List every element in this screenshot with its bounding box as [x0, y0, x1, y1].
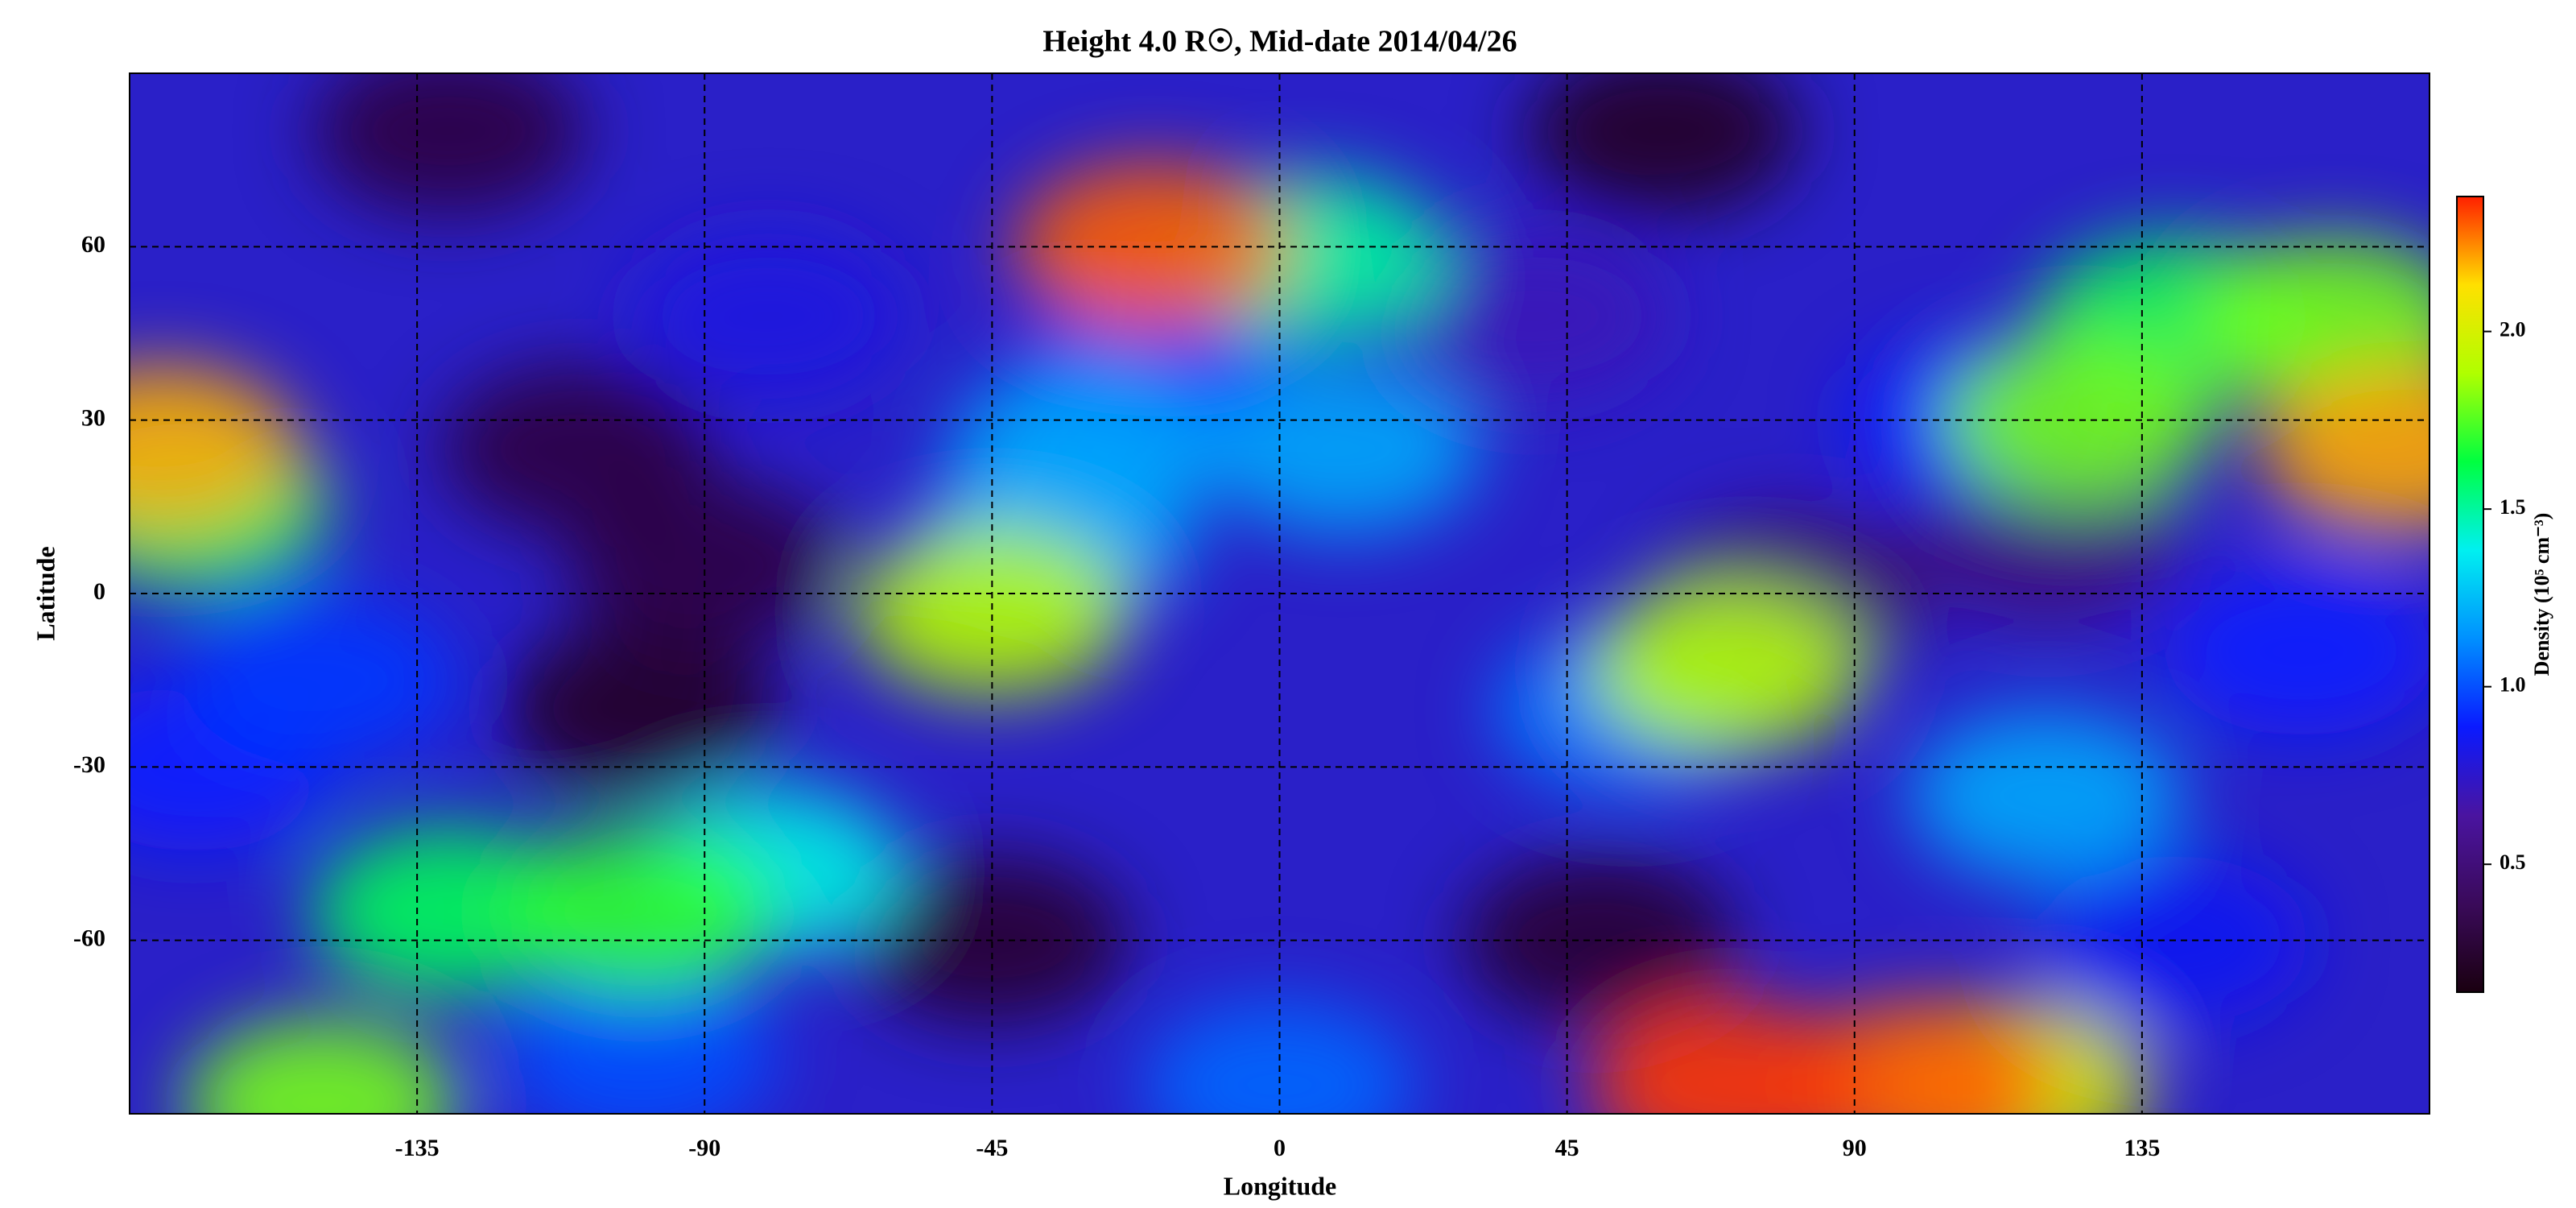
density-blob	[2197, 237, 2429, 407]
density-blob	[1590, 1000, 1864, 1114]
x-tick-label: 45	[1555, 1135, 1579, 1161]
density-blob	[631, 231, 906, 401]
colorbar-label: Density (10⁵ cm⁻³)	[2530, 513, 2553, 676]
density-blob	[1941, 335, 2215, 505]
y-tick-label: -30	[73, 751, 105, 778]
y-tick-label: -60	[73, 925, 105, 952]
chart-title: Height 4.0 R☉, Mid-date 2014/04/26	[1042, 25, 1517, 59]
colorbar-tick-label: 1.5	[2500, 495, 2526, 519]
y-tick-label: 60	[81, 231, 105, 258]
density-blob	[2165, 566, 2429, 736]
density-blob	[1206, 364, 1480, 534]
density-blob	[2260, 364, 2429, 534]
colorbar-tick-label: 0.5	[2500, 850, 2526, 874]
plot-frame	[129, 72, 2430, 1115]
density-blob	[1397, 231, 1672, 401]
y-axis-label: Latitude	[31, 546, 60, 640]
density-blob	[312, 826, 586, 996]
grid	[130, 73, 2429, 1114]
y-tick-label: 30	[81, 405, 105, 432]
density-blob	[1525, 73, 1800, 216]
x-tick-label: -135	[395, 1135, 440, 1161]
density-blob	[503, 826, 778, 996]
density-blob	[440, 364, 714, 534]
density-blob	[130, 364, 299, 534]
colorbar	[2456, 196, 2484, 993]
density-blob	[184, 1017, 459, 1114]
density-blob	[951, 364, 1225, 534]
density-field	[130, 73, 2429, 1114]
x-tick-label: -90	[688, 1135, 720, 1161]
x-tick-label: 90	[1843, 1135, 1867, 1161]
density-blob	[1590, 584, 1864, 754]
density-blob	[184, 595, 459, 765]
density-blob	[503, 624, 778, 794]
density-blob	[1014, 162, 1289, 332]
x-tick-label: 0	[1274, 1135, 1286, 1161]
colorbar-tick-label: 1.0	[2500, 673, 2526, 697]
density-blob	[1909, 711, 2183, 881]
colorbar-tick-label: 2.0	[2500, 318, 2526, 341]
y-tick-label: 0	[93, 578, 105, 605]
density-blob	[855, 526, 1129, 696]
x-tick-label: -45	[976, 1135, 1008, 1161]
density-blob	[503, 971, 778, 1114]
x-axis-label: Longitude	[1224, 1171, 1336, 1200]
density-blob	[312, 73, 586, 216]
x-tick-label: 135	[2124, 1135, 2160, 1161]
